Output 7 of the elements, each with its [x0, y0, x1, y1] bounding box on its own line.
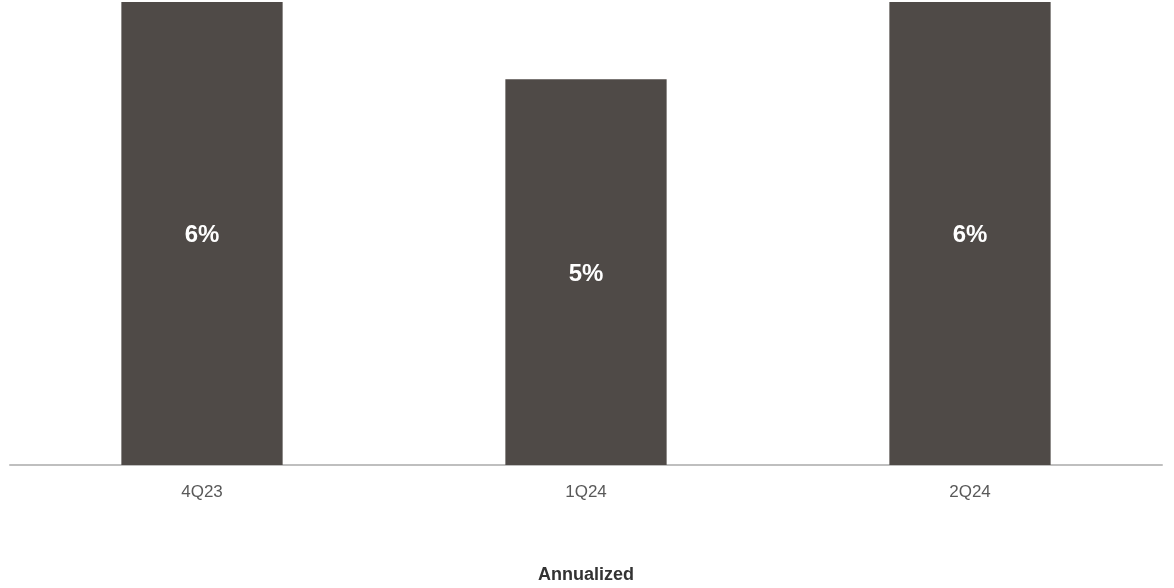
data-label: 6% — [184, 220, 220, 247]
x-tick-label: 2Q24 — [949, 482, 991, 501]
x-axis-title: Annualized — [537, 564, 635, 584]
data-label: 6% — [952, 220, 988, 247]
x-tick-label: 4Q23 — [181, 482, 223, 501]
x-tick-label: 1Q24 — [565, 482, 607, 501]
data-label: 5% — [568, 258, 604, 286]
